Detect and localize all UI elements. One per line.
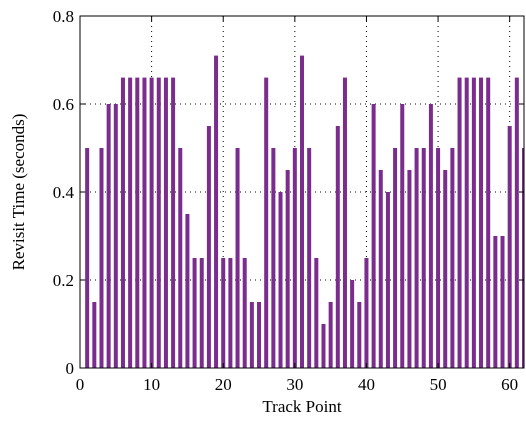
bar <box>364 258 369 368</box>
bar <box>221 258 226 368</box>
bar <box>264 77 269 368</box>
bar <box>249 302 254 368</box>
bar <box>99 148 104 368</box>
x-tick-label: 50 <box>430 375 447 394</box>
x-tick-label: 20 <box>215 375 232 394</box>
bar <box>228 258 233 368</box>
bar <box>271 148 276 368</box>
bar <box>436 148 441 368</box>
bar <box>450 148 455 368</box>
bar <box>106 104 111 368</box>
bar <box>457 77 462 368</box>
x-tick-label: 60 <box>501 375 518 394</box>
x-axis-label: Track Point <box>262 397 341 416</box>
bar <box>142 77 147 368</box>
x-tick-label: 0 <box>76 375 85 394</box>
bar <box>521 148 524 368</box>
bar <box>400 104 405 368</box>
bar <box>378 170 383 368</box>
bar <box>235 148 240 368</box>
bar <box>178 148 183 368</box>
y-tick-label: 0 <box>66 359 75 378</box>
bar <box>321 324 326 368</box>
bar <box>514 77 519 368</box>
y-tick-label: 0.4 <box>53 183 75 202</box>
bar <box>486 77 491 368</box>
bar <box>414 148 419 368</box>
bar <box>92 302 97 368</box>
bar <box>171 77 176 368</box>
x-axis-ticks: 0 10 20 30 40 50 60 <box>76 16 518 394</box>
bar <box>464 77 469 368</box>
bar <box>357 302 362 368</box>
bar <box>149 77 154 368</box>
bar <box>314 258 319 368</box>
bar <box>421 148 426 368</box>
y-tick-label: 0.2 <box>53 271 74 290</box>
bar <box>113 104 118 368</box>
bar <box>85 148 90 368</box>
bar-series <box>85 55 524 368</box>
bar <box>128 77 133 368</box>
bar <box>307 148 312 368</box>
bar <box>206 126 211 368</box>
x-tick-label: 30 <box>286 375 303 394</box>
bar <box>163 77 168 368</box>
bar <box>342 77 347 368</box>
bar <box>278 192 283 368</box>
bar <box>507 126 512 368</box>
bar <box>199 258 204 368</box>
bar <box>493 236 498 368</box>
bar <box>192 258 197 368</box>
y-tick-label: 0.6 <box>53 95 74 114</box>
bar <box>156 77 161 368</box>
bar <box>242 258 247 368</box>
bar <box>285 170 290 368</box>
bar <box>120 77 125 368</box>
bar <box>299 55 305 368</box>
bar <box>479 77 484 368</box>
bar <box>443 170 448 368</box>
y-axis-label: Revisit Time (seconds) <box>9 114 28 271</box>
bar <box>428 104 433 368</box>
bar <box>350 280 355 368</box>
bar <box>393 148 398 368</box>
bar <box>471 77 476 368</box>
bar <box>371 104 376 368</box>
bar <box>292 148 297 368</box>
bar <box>328 302 333 368</box>
bar <box>185 214 190 368</box>
x-tick-label: 40 <box>358 375 375 394</box>
x-tick-label: 10 <box>143 375 160 394</box>
bar <box>407 170 412 368</box>
bar <box>335 126 340 368</box>
y-tick-label: 0.8 <box>53 7 74 26</box>
bar <box>500 236 505 368</box>
bar <box>385 192 390 368</box>
bar <box>257 302 262 368</box>
bar <box>135 77 140 368</box>
y-axis-ticks: 0 0.2 0.4 0.6 0.8 <box>53 7 524 378</box>
bar <box>214 55 219 368</box>
